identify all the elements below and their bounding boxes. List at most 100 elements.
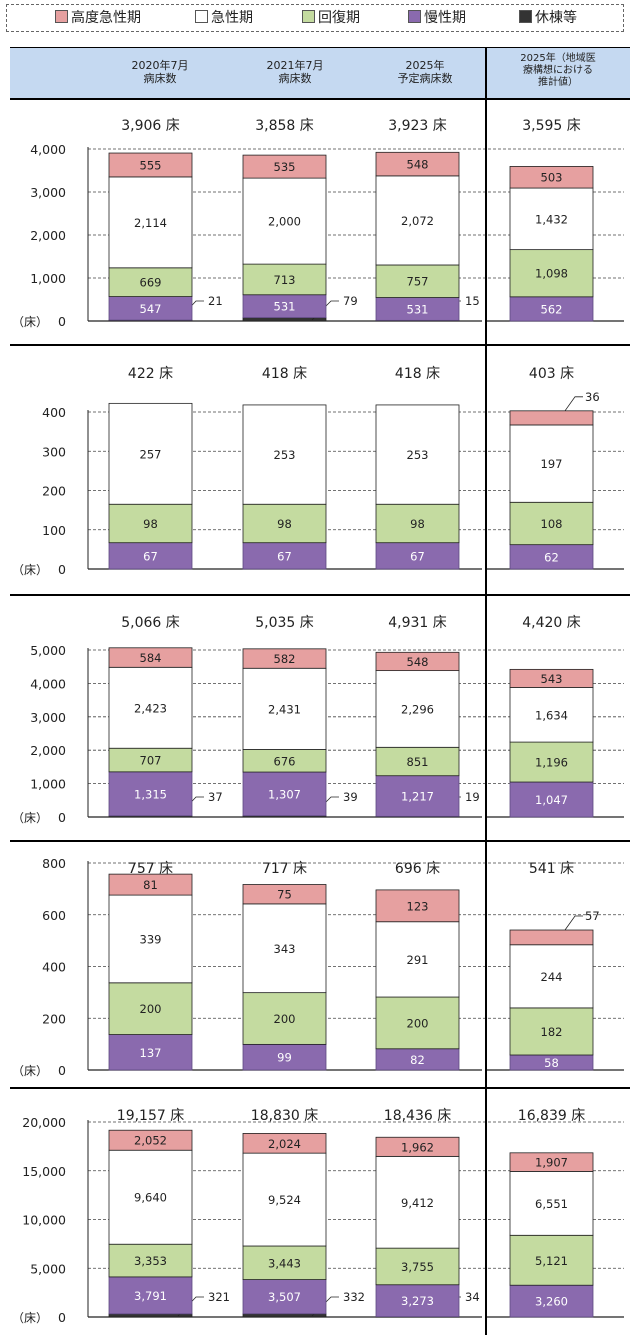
data-label: 3,443 <box>268 1256 301 1270</box>
data-label: 713 <box>274 273 296 287</box>
data-label: 707 <box>140 754 162 768</box>
bar-segment <box>242 648 327 669</box>
bar-segment <box>375 996 460 1050</box>
legend-item-acute: 急性期 <box>195 9 253 27</box>
data-label: 2,431 <box>268 702 301 716</box>
data-label: 36 <box>585 390 600 404</box>
data-label: 1,307 <box>268 787 301 801</box>
data-label: 67 <box>410 549 425 563</box>
bar-segment <box>509 249 594 298</box>
bar-segment <box>108 1149 193 1245</box>
bar-segment <box>375 175 460 266</box>
total-label: 541 床 <box>529 861 574 877</box>
y-tick-label: 5,000 <box>30 643 66 658</box>
y-tick-label: 1,000 <box>30 777 66 792</box>
bar-segment <box>509 1171 594 1236</box>
bar-segment <box>375 542 460 570</box>
y-tick-label: 600 <box>42 908 66 923</box>
bar-segment <box>509 668 594 688</box>
bar-segment <box>509 1007 594 1056</box>
data-label: 1,907 <box>535 1156 568 1170</box>
y-tick-label: 20,000 <box>22 1115 66 1130</box>
bar-segment <box>242 1245 327 1280</box>
data-label: 2,423 <box>134 701 167 715</box>
bar-segment <box>509 944 594 1009</box>
total-label: 422 床 <box>128 366 173 382</box>
data-label: 67 <box>143 549 158 563</box>
bar-segment <box>108 503 193 544</box>
data-label: 98 <box>410 517 425 531</box>
total-label: 3,858 床 <box>255 118 314 134</box>
y-unit-label: （床） <box>12 1311 48 1325</box>
leader-line <box>564 396 583 412</box>
legend-swatch <box>55 10 68 23</box>
bar-segment <box>509 424 594 503</box>
data-label: 321 <box>208 1290 230 1304</box>
bar-segment <box>509 1152 594 1172</box>
bar-segment <box>108 542 193 570</box>
bar-segment <box>509 929 594 946</box>
data-label: 5,121 <box>535 1254 568 1268</box>
data-label: 3,755 <box>401 1260 434 1274</box>
bar-segment <box>242 903 327 994</box>
y-tick-label: 5,000 <box>30 1261 66 1276</box>
data-label: 555 <box>140 158 162 172</box>
total-label: 18,830 床 <box>251 1108 318 1124</box>
total-label: 5,066 床 <box>121 615 180 631</box>
data-label: 2,114 <box>134 216 167 230</box>
bar-segment <box>108 152 193 178</box>
data-label: 58 <box>544 1056 559 1070</box>
bar-segment <box>375 1136 460 1157</box>
data-label: 2,296 <box>401 702 434 716</box>
header-col-2025-estimate: 2025年（地域医 療構想における 推計値） <box>488 53 628 89</box>
legend-swatch <box>195 10 208 23</box>
legend-item-closed: 休棟等 <box>519 9 577 27</box>
y-tick-label: 2,000 <box>30 228 66 243</box>
header-col-2020: 2020年7月 病床数 <box>100 59 220 85</box>
data-label: 531 <box>274 300 296 314</box>
bar-segment <box>375 670 460 748</box>
y-tick-label: 3,000 <box>30 185 66 200</box>
header-line: 予定病床数 <box>397 72 453 85</box>
header-line: 推計値） <box>538 77 578 88</box>
bar-segment <box>242 1152 327 1247</box>
bar-segment <box>242 1133 327 1154</box>
legend-label: 高度急性期 <box>71 10 141 26</box>
data-label: 244 <box>541 970 563 984</box>
estimate-divider-line <box>485 47 487 1335</box>
legend-label: 回復期 <box>318 10 360 26</box>
legend-swatch <box>408 10 421 23</box>
data-label: 137 <box>140 1046 162 1060</box>
bar-segment <box>509 781 594 818</box>
data-label: 37 <box>208 790 223 804</box>
legend-swatch <box>302 10 315 23</box>
y-tick-label: 10,000 <box>22 1213 66 1228</box>
data-label: 2,000 <box>268 215 301 229</box>
bar-segment <box>509 166 594 189</box>
data-label: 562 <box>541 302 563 316</box>
bar-segment <box>375 151 460 177</box>
data-label: 535 <box>274 160 296 174</box>
y-unit-label: （床） <box>12 811 48 825</box>
bar-segment <box>242 992 327 1045</box>
data-label: 531 <box>407 302 429 316</box>
bar-segment <box>108 1034 193 1071</box>
data-label: 82 <box>410 1053 425 1067</box>
header-line: 2020年7月 <box>131 59 189 72</box>
total-label: 19,157 床 <box>117 1108 184 1124</box>
data-label: 200 <box>407 1016 429 1030</box>
data-label: 757 <box>407 275 429 289</box>
frame-top-line <box>10 47 630 48</box>
bar-segment <box>509 1234 594 1286</box>
header-line: 療構想における <box>523 65 593 76</box>
y-tick-label: 300 <box>42 444 66 459</box>
data-label: 339 <box>140 932 162 946</box>
data-label: 257 <box>140 447 162 461</box>
data-label: 548 <box>407 655 429 669</box>
y-tick-label: 4,000 <box>30 676 66 691</box>
data-label: 1,315 <box>134 787 167 801</box>
total-label: 757 床 <box>128 861 173 877</box>
bar-segment <box>242 1279 327 1315</box>
data-label: 98 <box>277 517 292 531</box>
bar-segment <box>375 889 460 923</box>
